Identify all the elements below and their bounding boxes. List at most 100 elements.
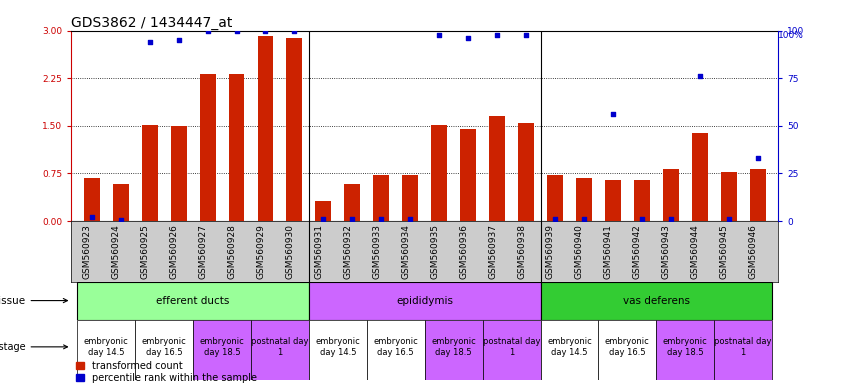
Point [664, 216, 678, 222]
Bar [425, 319, 483, 380]
Point [577, 216, 590, 222]
Text: GSM560936: GSM560936 [459, 224, 468, 279]
Text: GSM560932: GSM560932 [343, 224, 352, 279]
Point [346, 216, 359, 222]
Bar [483, 319, 541, 380]
Text: GSM560927: GSM560927 [198, 224, 208, 279]
Point [462, 35, 475, 41]
Bar [663, 169, 679, 221]
Bar [251, 319, 309, 380]
Bar [605, 180, 621, 221]
Text: GSM560944: GSM560944 [690, 224, 700, 279]
Text: GSM560926: GSM560926 [170, 224, 178, 279]
Text: GSM560925: GSM560925 [140, 224, 150, 279]
Text: GSM560940: GSM560940 [575, 224, 584, 279]
Point [172, 37, 185, 43]
Text: GSM560942: GSM560942 [632, 224, 642, 279]
Text: postnatal day
1: postnatal day 1 [483, 337, 540, 357]
Text: GSM560935: GSM560935 [431, 224, 439, 279]
Point [230, 28, 243, 34]
Text: embryonic
day 18.5: embryonic day 18.5 [663, 337, 707, 357]
Text: embryonic
day 16.5: embryonic day 16.5 [142, 337, 187, 357]
Bar [714, 319, 772, 380]
Bar [367, 319, 425, 380]
Text: embryonic
day 16.5: embryonic day 16.5 [373, 337, 418, 357]
Point [317, 216, 331, 222]
Text: GDS3862 / 1434447_at: GDS3862 / 1434447_at [71, 16, 233, 30]
Bar [309, 319, 367, 380]
Point [490, 31, 504, 38]
Bar [77, 281, 309, 319]
Bar [576, 178, 592, 221]
Bar [402, 175, 418, 221]
Text: embryonic
day 16.5: embryonic day 16.5 [605, 337, 650, 357]
Bar [634, 180, 650, 221]
Text: 100%: 100% [778, 31, 804, 40]
Point [722, 216, 735, 222]
Point [548, 216, 562, 222]
Point [606, 111, 620, 118]
Text: GSM560939: GSM560939 [546, 224, 555, 279]
Point [751, 155, 764, 161]
Bar [749, 169, 765, 221]
Text: GSM560930: GSM560930 [285, 224, 294, 279]
Bar [656, 319, 714, 380]
Text: GSM560937: GSM560937 [488, 224, 497, 279]
Bar [599, 319, 656, 380]
Point [114, 217, 128, 223]
Bar [460, 129, 476, 221]
Bar [541, 319, 599, 380]
Point [259, 28, 272, 34]
Point [201, 28, 214, 34]
Text: GSM560941: GSM560941 [604, 224, 613, 279]
Text: GSM560929: GSM560929 [257, 224, 266, 279]
Bar [541, 281, 772, 319]
Text: GSM560934: GSM560934 [401, 224, 410, 279]
Bar [113, 184, 129, 221]
Text: GSM560933: GSM560933 [373, 224, 381, 279]
Text: GSM560943: GSM560943 [662, 224, 671, 279]
Bar [171, 126, 187, 221]
Text: postnatal day
1: postnatal day 1 [715, 337, 772, 357]
Bar [199, 74, 215, 221]
Bar [344, 184, 360, 221]
Bar [193, 319, 251, 380]
Text: tissue: tissue [0, 296, 67, 306]
Text: epididymis: epididymis [396, 296, 453, 306]
Point [404, 216, 417, 222]
Text: GSM560924: GSM560924 [112, 224, 121, 279]
Text: GSM560946: GSM560946 [748, 224, 758, 279]
Text: embryonic
day 14.5: embryonic day 14.5 [315, 337, 360, 357]
Bar [518, 123, 534, 221]
Bar [141, 124, 157, 221]
Bar [257, 36, 273, 221]
Bar [373, 175, 389, 221]
Point [143, 39, 156, 45]
Point [374, 216, 388, 222]
Point [635, 216, 648, 222]
Point [288, 28, 301, 34]
Text: development stage: development stage [0, 342, 67, 352]
Text: GSM560945: GSM560945 [720, 224, 728, 279]
Bar [692, 134, 708, 221]
Text: embryonic
day 14.5: embryonic day 14.5 [547, 337, 592, 357]
Text: efferent ducts: efferent ducts [156, 296, 230, 306]
Point [432, 31, 446, 38]
Bar [229, 74, 245, 221]
Bar [721, 172, 737, 221]
Text: embryonic
day 14.5: embryonic day 14.5 [84, 337, 129, 357]
Point [85, 214, 98, 220]
Text: embryonic
day 18.5: embryonic day 18.5 [431, 337, 476, 357]
Bar [77, 319, 135, 380]
Text: GSM560928: GSM560928 [228, 224, 236, 279]
Text: GSM560931: GSM560931 [315, 224, 324, 279]
Text: GSM560923: GSM560923 [82, 224, 92, 279]
Text: postnatal day
1: postnatal day 1 [251, 337, 309, 357]
Bar [431, 124, 447, 221]
Text: vas deferens: vas deferens [623, 296, 690, 306]
Bar [547, 175, 563, 221]
Text: embryonic
day 18.5: embryonic day 18.5 [199, 337, 245, 357]
Bar [315, 201, 331, 221]
Bar [489, 116, 505, 221]
Text: GSM560938: GSM560938 [517, 224, 526, 279]
